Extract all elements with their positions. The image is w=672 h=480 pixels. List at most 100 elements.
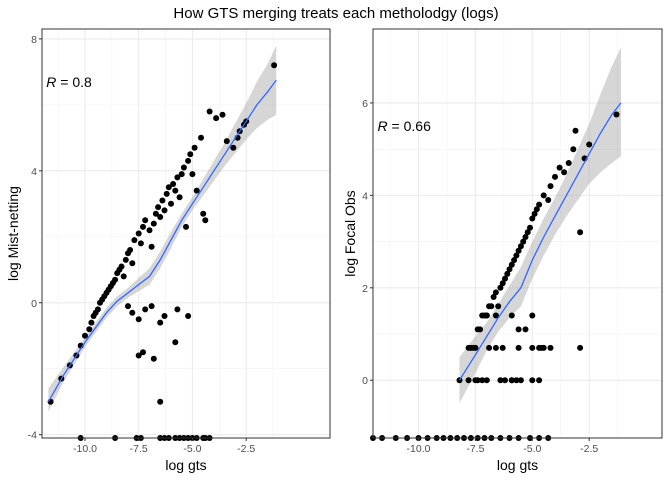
data-point xyxy=(533,206,540,213)
data-point xyxy=(137,240,144,247)
data-point xyxy=(488,303,495,310)
data-point xyxy=(508,261,515,268)
data-point xyxy=(474,377,481,384)
data-point xyxy=(531,210,538,217)
data-point xyxy=(502,275,508,282)
data-point xyxy=(142,306,149,313)
data-point xyxy=(172,187,179,194)
data-point xyxy=(504,270,511,277)
data-point xyxy=(522,234,529,240)
data-point xyxy=(129,309,136,316)
x-tick-label: -7.5 xyxy=(130,443,148,455)
annotation-value: = 0.66 xyxy=(388,118,431,134)
data-point xyxy=(499,280,506,287)
data-point xyxy=(540,192,547,199)
data-point xyxy=(271,62,278,69)
data-point xyxy=(497,284,504,291)
data-point xyxy=(529,377,536,384)
figure-title: How GTS merging treats each metholodgy (… xyxy=(173,5,498,22)
data-point xyxy=(127,247,134,253)
x-axis-title: log gts xyxy=(165,457,206,473)
data-point xyxy=(161,207,168,214)
data-point xyxy=(556,164,563,171)
data-point xyxy=(492,312,499,319)
data-point xyxy=(483,377,490,384)
x-tick-label: -5.0 xyxy=(523,443,541,455)
data-point xyxy=(547,344,554,351)
data-point xyxy=(122,256,129,263)
data-point xyxy=(545,197,552,203)
data-point xyxy=(135,230,142,237)
data-point xyxy=(120,273,127,280)
data-point xyxy=(508,312,515,319)
y-tick-label: 2 xyxy=(362,283,368,295)
data-point xyxy=(180,164,187,171)
correlation-annotation: R = 0.8 xyxy=(46,74,92,90)
trend-line xyxy=(47,79,277,403)
data-point xyxy=(465,377,472,384)
annotation-r: R xyxy=(46,74,56,90)
panel-border xyxy=(41,28,331,439)
y-tick-label: 4 xyxy=(31,166,37,178)
data-point xyxy=(613,111,620,118)
y-axis-title: log Mist-netting xyxy=(5,186,21,281)
data-point xyxy=(82,332,88,339)
data-point xyxy=(185,313,192,319)
data-point xyxy=(502,377,508,384)
panel-focal-obs: -10.0 -7.5 -5.0 -2.5 0 2 4 6 R = 0.66 log gts l… xyxy=(342,28,663,473)
data-point xyxy=(148,303,155,310)
data-point xyxy=(150,220,157,227)
data-point xyxy=(515,344,522,351)
data-point xyxy=(479,377,486,384)
data-point xyxy=(472,344,479,351)
data-point xyxy=(572,127,579,134)
data-point xyxy=(513,377,520,384)
x-tick-label: -10.0 xyxy=(407,443,431,455)
data-point xyxy=(570,146,577,153)
y-tick-label: 0 xyxy=(362,375,368,387)
data-point xyxy=(183,223,189,230)
data-point xyxy=(94,306,101,313)
trend-line xyxy=(458,102,622,381)
x-axis-title: log gts xyxy=(497,457,538,473)
data-point xyxy=(185,157,192,164)
data-point xyxy=(161,313,168,319)
data-point xyxy=(515,247,522,254)
data-point xyxy=(198,134,204,141)
data-point xyxy=(118,263,125,270)
data-point xyxy=(176,194,183,201)
data-point xyxy=(483,312,490,319)
data-point xyxy=(172,339,179,346)
data-point xyxy=(86,326,93,333)
y-tick-label: -4 xyxy=(28,430,37,442)
data-point xyxy=(187,151,194,158)
panel-mist-netting: -10.0 -7.5 -5.0 -2.5 -4 0 4 8 R = 0.8 log gts l… xyxy=(5,28,331,473)
data-point xyxy=(540,344,547,351)
data-point xyxy=(157,214,164,220)
data-point xyxy=(508,377,515,384)
data-point xyxy=(492,344,499,351)
data-point xyxy=(565,160,572,166)
data-point xyxy=(506,266,513,273)
data-point xyxy=(131,237,138,244)
data-point xyxy=(467,344,474,351)
panel-border xyxy=(372,28,663,439)
data-point xyxy=(88,319,95,326)
x-tick-label: -7.5 xyxy=(466,443,484,455)
data-point xyxy=(157,398,164,405)
data-point xyxy=(490,294,497,300)
data-point xyxy=(142,217,149,224)
data-point xyxy=(495,303,502,310)
data-point xyxy=(152,210,159,217)
data-point xyxy=(522,326,529,333)
data-point xyxy=(513,252,520,259)
data-point xyxy=(536,201,543,208)
data-point xyxy=(206,108,213,115)
data-point xyxy=(529,215,536,222)
data-point xyxy=(547,183,554,190)
data-point xyxy=(140,349,146,356)
data-point xyxy=(492,289,499,296)
data-point xyxy=(191,144,198,151)
data-point xyxy=(140,223,146,230)
